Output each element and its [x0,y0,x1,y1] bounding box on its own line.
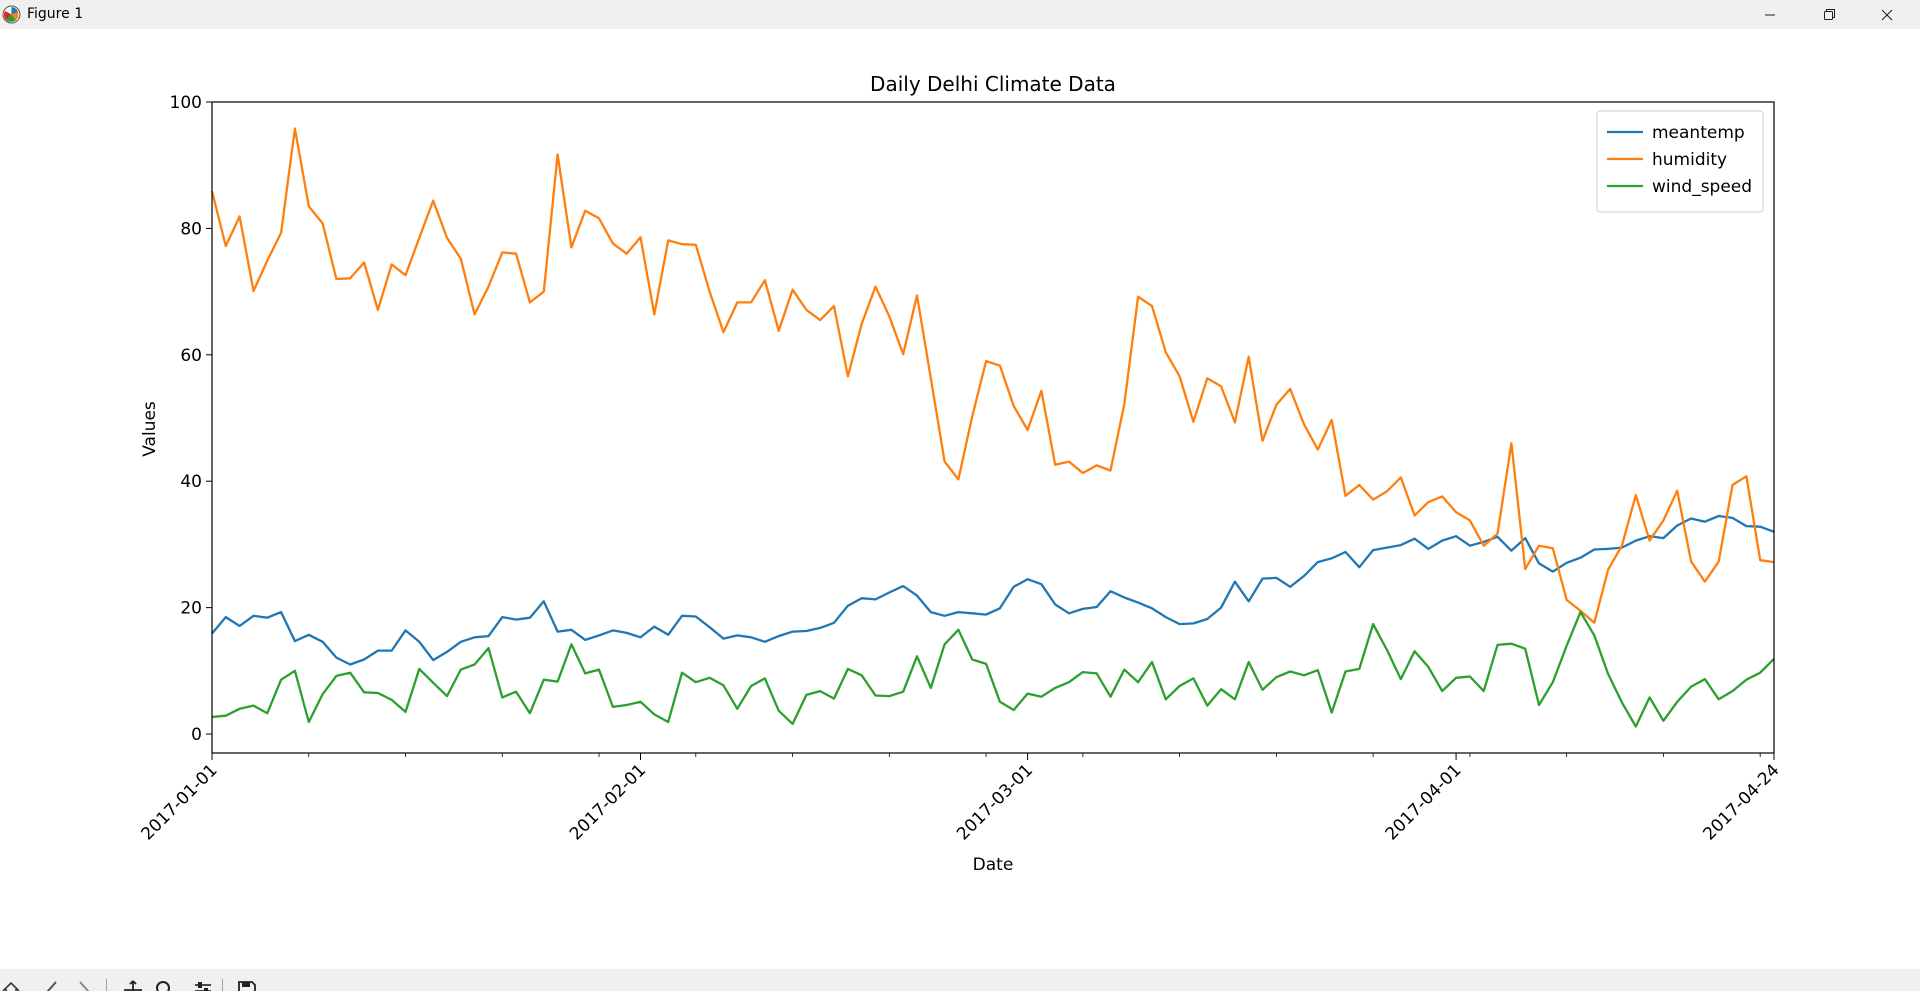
y-tick-label: 20 [180,599,202,619]
x-tick-label: 2017-03-01 [953,760,1037,844]
zoom-icon[interactable] [154,979,176,991]
series-layer [210,127,1775,728]
x-tick-label: 2017-02-01 [566,760,650,844]
close-icon [1881,9,1893,20]
chart-title: Daily Delhi Climate Data [870,72,1116,96]
toolbar-separator [222,979,223,991]
legend-label-wind_speed: wind_speed [1652,177,1752,197]
line-chart: 0 20 40 60 80 100 2017-01-01 2017-02-01 2017-03… [138,72,1784,875]
y-axis-ticks: 0 20 40 60 80 100 [170,93,212,745]
y-tick-label: 60 [180,346,202,366]
x-tick-label: 2017-01-01 [138,760,222,844]
x-tick-label: 2017-04-24 [1700,760,1784,844]
figure-canvas: 0 20 40 60 80 100 2017-01-01 2017-02-01 2017-03… [0,29,1920,969]
toolbar-separator [106,979,107,991]
minimize-icon [1765,14,1775,15]
legend-label-meantemp: meantemp [1652,123,1745,143]
forward-icon[interactable] [72,979,94,991]
home-icon[interactable] [0,979,22,991]
y-tick-label: 40 [180,472,202,492]
pan-icon[interactable] [122,979,144,991]
save-icon[interactable] [236,979,258,991]
x-axis-label: Date [973,855,1014,875]
series-line-meantemp [211,514,1775,666]
restore-button[interactable] [1800,0,1858,29]
minimize-button[interactable] [1741,0,1799,29]
x-tick-label: 2017-04-01 [1382,760,1466,844]
y-tick-label: 0 [191,725,202,745]
window-titlebar: Figure 1 [0,0,1920,29]
axes-frame [211,101,1775,754]
navigation-toolbar [0,969,1920,991]
matplotlib-logo-icon [2,5,21,24]
x-axis-ticks: 2017-01-01 2017-02-01 2017-03-01 2017-04-01… [138,753,1784,844]
y-tick-label: 80 [180,219,202,239]
series-line-humidity [210,127,1775,624]
back-icon[interactable] [42,979,64,991]
series-line-wind_speed [211,610,1775,728]
y-tick-label: 100 [170,93,202,113]
configure-subplots-icon[interactable] [192,979,214,991]
legend-label-humidity: humidity [1652,150,1727,170]
y-axis-label: Values [140,401,160,457]
window-title: Figure 1 [27,6,84,22]
close-button[interactable] [1858,0,1916,29]
legend: meantemp humidity wind_speed [1596,110,1764,213]
restore-icon [1823,9,1835,20]
